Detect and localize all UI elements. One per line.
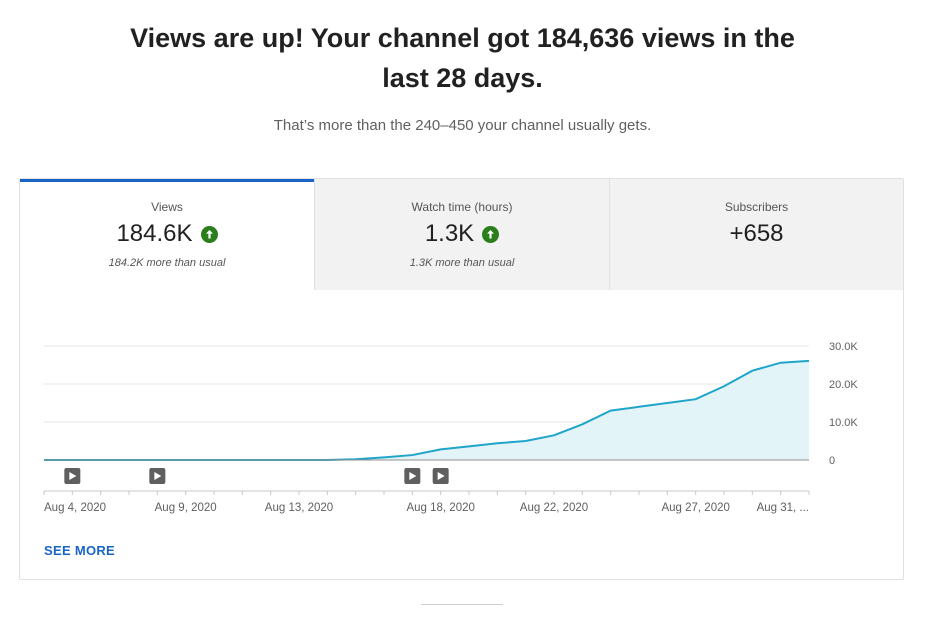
tab-views-note: 184.2K more than usual [108, 257, 226, 269]
x-tick-label: Aug 27, 2020 [661, 502, 729, 514]
tab-views-value: 184.6K [116, 220, 193, 247]
tab-views[interactable]: Views 184.6K 184.2K more than usual [20, 179, 314, 290]
play-icon [154, 472, 162, 480]
x-tick-label: Aug 22, 2020 [520, 502, 588, 514]
headline-line-2: last 28 days. [382, 63, 543, 93]
x-tick-label: Aug 13, 2020 [265, 502, 333, 514]
x-tick-label: Aug 4, 2020 [44, 502, 106, 514]
tab-watch-time[interactable]: Watch time (hours) 1.3K 1.3K more than u… [314, 179, 609, 290]
tab-views-label: Views [151, 200, 183, 214]
tab-subscribers-label: Subscribers [724, 200, 789, 214]
views-area [44, 360, 809, 460]
tab-watch-time-label: Watch time (hours) [411, 200, 513, 214]
tab-subscribers-value: +658 [729, 220, 784, 247]
y-tick-label: 10.0K [829, 417, 858, 429]
tab-subscribers-value-row: +658 [610, 220, 903, 248]
see-more-link[interactable]: SEE MORE [44, 543, 116, 558]
tab-watch-time-value: 1.3K [424, 220, 475, 247]
play-icon [69, 472, 77, 480]
x-tick-label: Aug 18, 2020 [406, 502, 474, 514]
analytics-card: Views 184.6K 184.2K more than usual Watc… [19, 178, 904, 580]
y-tick-label: 0 [829, 455, 835, 467]
play-icon [409, 472, 417, 480]
arrow-up-icon [482, 225, 500, 243]
headline-line-1: Views are up! Your channel got 184,636 v… [130, 23, 795, 53]
views-line-chart: 30.0K 20.0K 10.0K 0 Aug 4, 2020 Aug 9, 2020 Au… [43, 341, 858, 514]
x-tick-label: Aug 31, ... [757, 502, 809, 514]
play-icon [437, 472, 445, 480]
y-tick-label: 20.0K [829, 379, 858, 391]
tab-watch-time-note: 1.3K more than usual [409, 257, 515, 269]
headline-subtext: That’s more than the 240–450 your channe… [273, 117, 652, 134]
y-tick-label: 30.0K [829, 341, 858, 353]
tab-views-value-row: 184.6K [20, 220, 314, 248]
headline: Views are up! Your channel got 184,636 v… [0, 18, 925, 98]
x-tick-label: Aug 9, 2020 [155, 502, 217, 514]
arrow-up-icon [200, 225, 218, 243]
tab-subscribers[interactable]: Subscribers +658 [609, 179, 903, 290]
tab-watch-time-value-row: 1.3K [315, 220, 609, 248]
divider [421, 604, 503, 605]
metric-tabs: Views 184.6K 184.2K more than usual Watc… [20, 179, 903, 290]
